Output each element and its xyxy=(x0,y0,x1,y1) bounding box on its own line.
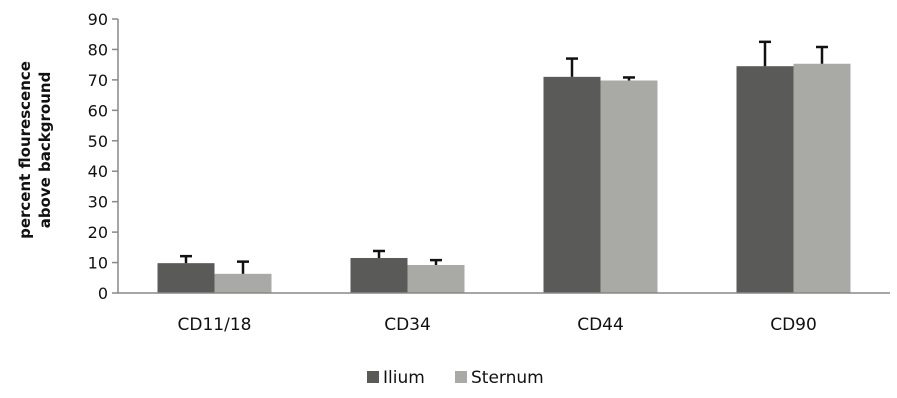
bars xyxy=(157,63,851,294)
bar-sternum-0 xyxy=(214,273,272,293)
category-label: CD44 xyxy=(577,315,624,335)
category-labels: CD11/18 CD34 CD44 CD90 xyxy=(178,315,817,335)
category-label: CD11/18 xyxy=(178,315,252,335)
y-tick-label: 20 xyxy=(88,223,108,242)
y-tick-label: 30 xyxy=(88,193,108,212)
legend-swatch-sternum xyxy=(455,371,467,383)
y-tick-label: 10 xyxy=(88,254,108,273)
y-tick-label: 90 xyxy=(88,10,108,29)
legend: Ilium Sternum xyxy=(367,368,544,388)
legend-label-ilium: Ilium xyxy=(383,368,425,388)
y-tick-label: 70 xyxy=(88,71,108,90)
y-axis-label-line-2: above background xyxy=(36,72,54,229)
y-tick-label: 40 xyxy=(88,162,108,181)
y-axis-label: percent flourescence above background xyxy=(16,61,54,239)
y-tick-label: 80 xyxy=(88,40,108,59)
bar-ilium-2 xyxy=(543,76,601,293)
bar-sternum-3 xyxy=(793,63,851,294)
y-axis-label-line-1: percent flourescence xyxy=(16,61,34,239)
bar-ilium-0 xyxy=(157,263,215,293)
bar-ilium-1 xyxy=(350,257,408,293)
y-tick-label: 50 xyxy=(88,132,108,151)
y-axis-ticks: 0 10 20 30 40 50 60 70 80 90 xyxy=(88,10,118,303)
legend-label-sternum: Sternum xyxy=(471,368,544,388)
bar-sternum-2 xyxy=(600,80,658,294)
y-tick-label: 60 xyxy=(88,101,108,120)
category-label: CD34 xyxy=(384,315,431,335)
bar-sternum-1 xyxy=(407,264,465,293)
y-tick-label: 0 xyxy=(98,284,108,303)
category-label: CD90 xyxy=(770,315,817,335)
error-bars xyxy=(180,40,828,274)
legend-swatch-ilium xyxy=(367,371,379,383)
bar-ilium-3 xyxy=(736,66,794,293)
